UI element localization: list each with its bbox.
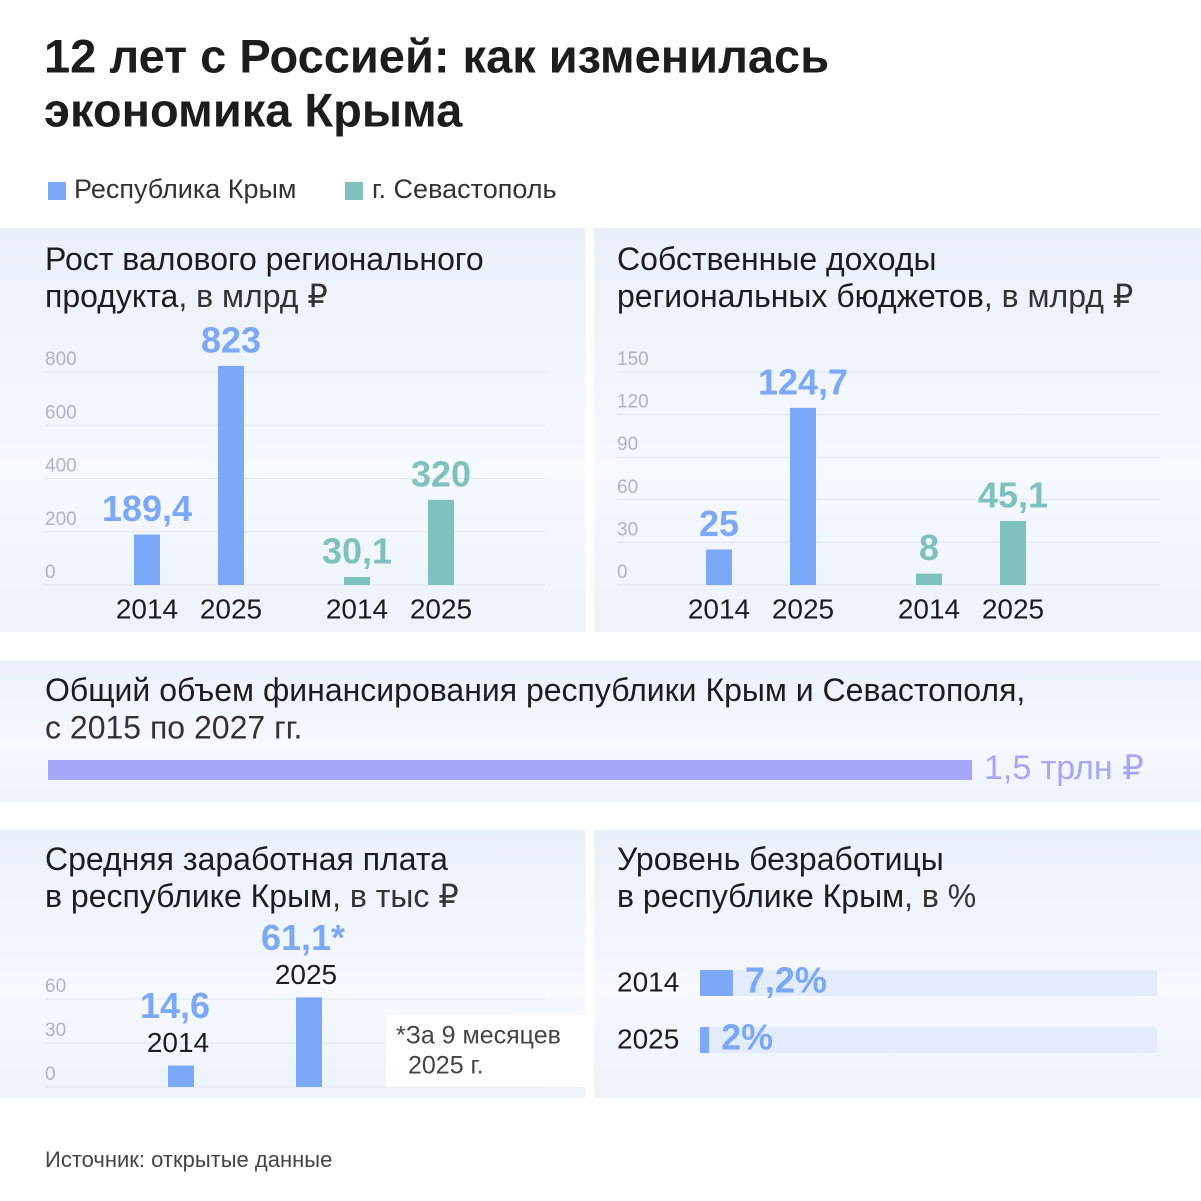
legend-swatch <box>48 182 66 200</box>
value-label: 189,4 <box>102 488 192 529</box>
value-label: 61,1* <box>261 917 345 958</box>
page-title: 12 лет с Россией: как изменилась <box>44 29 829 82</box>
panel-title-text: Собственные доходы <box>617 241 937 277</box>
y-tick-label: 400 <box>45 456 77 477</box>
panel-title: Собственные доходы <box>617 241 937 277</box>
y-tick-label: 30 <box>45 1020 66 1041</box>
panel <box>594 830 1201 1098</box>
bar-track <box>700 970 1157 996</box>
panel-title: продукта, в млрд ₽ <box>45 278 328 314</box>
bar <box>700 970 733 996</box>
panel-title-unit: , в млрд ₽ <box>984 278 1133 314</box>
bar <box>296 997 322 1087</box>
panel-title-text: региональных бюджетов <box>617 278 984 314</box>
y-tick-label: 0 <box>617 562 628 583</box>
legend-label: г. Севастополь <box>372 174 557 204</box>
category-label: 2014 <box>326 593 388 624</box>
legend-label: Республика Крым <box>74 174 297 204</box>
bar <box>428 499 454 585</box>
category-label: 2025 <box>200 593 262 624</box>
category-label: 2025 <box>772 593 834 624</box>
bar <box>218 365 244 585</box>
panel-title-text: Уровень безработицы <box>617 841 944 877</box>
bar <box>168 1065 194 1087</box>
panel-title: в республике Крым, в тыс ₽ <box>45 878 459 914</box>
bar <box>134 534 160 585</box>
value-label: 8 <box>919 527 939 568</box>
y-tick-label: 120 <box>617 392 649 413</box>
category-label: 2014 <box>617 966 679 997</box>
panel-title-text: в республике Крым <box>617 878 904 914</box>
y-tick-label: 0 <box>45 1064 56 1085</box>
panel-title-text: Средняя заработная плата <box>45 841 448 877</box>
value-label: 823 <box>201 319 261 360</box>
note: 2025 г. <box>408 1052 484 1080</box>
panel-subtitle: с 2015 по 2027 гг. <box>45 709 302 745</box>
value-label: 30,1 <box>322 531 392 572</box>
category-label: 2025 <box>410 593 472 624</box>
panel-title: Уровень безработицы <box>617 841 944 877</box>
bar <box>790 407 816 585</box>
legend-swatch <box>345 182 363 200</box>
category-label: 2025 <box>275 959 337 990</box>
y-tick-label: 60 <box>45 976 66 997</box>
bar <box>48 760 972 780</box>
y-tick-label: 60 <box>617 477 638 498</box>
value-label: 1,5 трлн ₽ <box>984 749 1144 787</box>
note-box <box>386 1015 585 1087</box>
category-label: 2025 <box>982 593 1044 624</box>
category-label: 2014 <box>688 593 750 624</box>
bar <box>700 1027 710 1053</box>
bar <box>1000 520 1026 585</box>
panel-title: региональных бюджетов, в млрд ₽ <box>617 278 1133 314</box>
note: *За 9 месяцев <box>396 1022 561 1050</box>
panel-title-text: продукта <box>45 278 179 314</box>
panel-title: Рост валового регионального <box>45 241 484 277</box>
category-label: 2025 <box>617 1023 679 1054</box>
value-label: 14,6 <box>140 985 210 1026</box>
panel <box>0 228 585 632</box>
panel-title-text: Рост валового регионального <box>45 241 484 277</box>
panel-title-text: Общий объем финансирования республики Кр… <box>45 672 1025 708</box>
y-tick-label: 30 <box>617 519 638 540</box>
panel-title-unit: , в % <box>904 878 976 914</box>
y-tick-label: 800 <box>45 349 77 370</box>
y-tick-label: 600 <box>45 402 77 423</box>
value-label: 124,7 <box>758 361 848 402</box>
category-label: 2014 <box>898 593 960 624</box>
bar-track <box>700 1027 1157 1053</box>
value-label: 45,1 <box>978 474 1048 515</box>
bar <box>916 573 942 585</box>
panel <box>594 228 1201 632</box>
category-label: 2014 <box>147 1027 209 1058</box>
source: Источник: открытые данные <box>45 1147 332 1172</box>
y-tick-label: 200 <box>45 509 77 530</box>
value-label: 25 <box>699 503 739 544</box>
panel-title: Средняя заработная плата <box>45 841 448 877</box>
y-tick-label: 0 <box>45 562 56 583</box>
panel-title: в республике Крым, в % <box>617 878 976 914</box>
y-tick-label: 150 <box>617 349 649 370</box>
page-title: экономика Крыма <box>44 83 463 136</box>
panel-title: Общий объем финансирования республики Кр… <box>45 672 1025 708</box>
bar <box>344 576 370 585</box>
panel-title-text: в республике Крым <box>45 878 332 914</box>
panel-title-unit: , в тыс ₽ <box>332 878 459 914</box>
value-label: 320 <box>411 453 471 494</box>
value-label: 2% <box>721 1017 773 1058</box>
category-label: 2014 <box>116 593 178 624</box>
panel-title-unit: , в млрд ₽ <box>178 278 327 314</box>
y-tick-label: 90 <box>617 434 638 455</box>
bar <box>706 549 732 585</box>
value-label: 7,2% <box>745 960 827 1001</box>
